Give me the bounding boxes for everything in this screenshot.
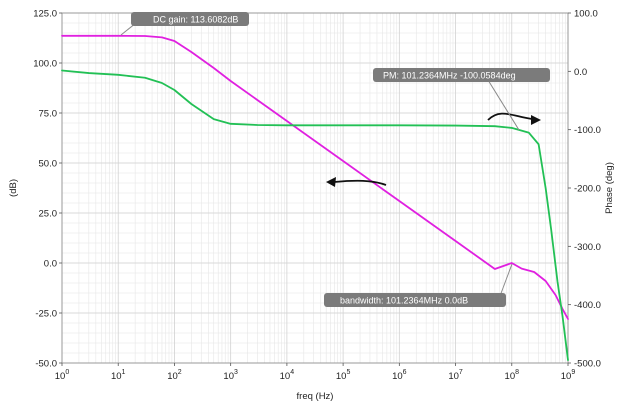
y-left-tick-label: 25.0 bbox=[39, 209, 58, 220]
y-left-tick-label: 75.0 bbox=[39, 109, 58, 120]
y-right-tick-label: -300.0 bbox=[574, 242, 601, 253]
y-right-tick-label: -400.0 bbox=[574, 300, 601, 311]
y-left-axis-label: (dB) bbox=[8, 179, 19, 197]
x-axis-ticks: 100 101 102 103 104 105 106 107 108 109 bbox=[55, 363, 576, 382]
gain-axis-arrow bbox=[326, 177, 387, 187]
x-tick-label: 102 bbox=[167, 369, 182, 382]
y-right-axis-label: Phase (deg) bbox=[604, 162, 615, 214]
dc-gain-label: DC gain: 113.6082dB bbox=[153, 15, 238, 25]
x-tick-label: 105 bbox=[336, 369, 351, 382]
x-tick-label: 103 bbox=[223, 369, 238, 382]
pm-annotation: PM: 101.2364MHz -100.0584deg bbox=[373, 68, 550, 131]
y-right-tick-label: -200.0 bbox=[574, 184, 601, 195]
y-left-tick-label: 100.0 bbox=[33, 59, 57, 70]
x-tick-label: 104 bbox=[280, 369, 295, 382]
y-left-tick-label: 50.0 bbox=[39, 159, 58, 170]
y-left-tick-label: -50.0 bbox=[35, 359, 57, 370]
right-axis-ticks: -500.0 -400.0 -300.0 -200.0 -100.0 0.0 100.0 bbox=[568, 9, 601, 370]
x-tick-label: 101 bbox=[111, 369, 126, 382]
phase-curve bbox=[61, 69, 569, 361]
x-tick-label: 107 bbox=[448, 369, 463, 382]
phase-axis-arrow bbox=[487, 112, 541, 125]
x-tick-label: 106 bbox=[392, 369, 407, 382]
x-tick-label: 100 bbox=[55, 369, 70, 382]
pm-label: PM: 101.2364MHz -100.0584deg bbox=[383, 71, 516, 81]
y-left-tick-label: 0.0 bbox=[44, 259, 57, 270]
y-right-tick-label: -500.0 bbox=[574, 359, 601, 370]
y-right-tick-label: -100.0 bbox=[574, 125, 601, 136]
y-left-tick-label: 125.0 bbox=[33, 9, 57, 20]
x-tick-label: 109 bbox=[561, 369, 576, 382]
y-right-tick-label: 100.0 bbox=[574, 9, 598, 20]
dc-gain-annotation: DC gain: 113.6082dB bbox=[120, 12, 249, 36]
y-left-tick-label: -25.0 bbox=[35, 309, 57, 320]
left-axis-ticks: -50.0 -25.0 0.0 25.0 50.0 75.0 100.0 125.0 bbox=[33, 9, 62, 370]
x-tick-label: 108 bbox=[505, 369, 520, 382]
x-axis-label: freq (Hz) bbox=[297, 391, 334, 401]
bandwidth-annotation: bandwidth: 101.2364MHz 0.0dB bbox=[324, 263, 513, 307]
plot-background bbox=[62, 13, 568, 363]
y-right-tick-label: 0.0 bbox=[574, 67, 587, 78]
bandwidth-label: bandwidth: 101.2364MHz 0.0dB bbox=[340, 296, 468, 306]
